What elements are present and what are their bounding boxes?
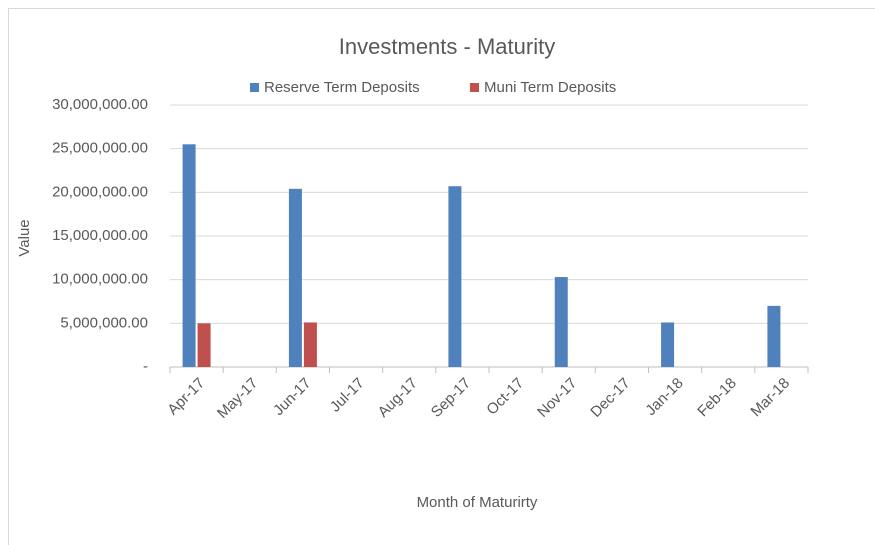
- bar: [197, 323, 211, 367]
- bar: [303, 322, 317, 367]
- bar: [661, 322, 675, 367]
- x-tick-label: Oct-17: [483, 375, 527, 419]
- x-tick-label: Feb-18: [694, 375, 740, 421]
- y-tick-label: 15,000,000.00: [52, 227, 148, 244]
- x-tick-label: Mar-18: [747, 375, 793, 421]
- x-tick-label: Jan-18: [642, 375, 686, 419]
- y-tick-label: 5,000,000.00: [60, 314, 148, 331]
- x-tick-label: May-17: [214, 375, 261, 422]
- bar: [448, 186, 462, 367]
- bar: [554, 277, 568, 367]
- bar: [767, 305, 781, 367]
- x-tick-label: Dec-17: [587, 375, 633, 421]
- x-tick-label: Jun-17: [270, 375, 314, 419]
- y-tick-label: 30,000,000.00: [52, 96, 148, 113]
- x-tick-label: Nov-17: [534, 375, 580, 421]
- x-tick-label: Jul-17: [327, 375, 368, 416]
- bar: [288, 188, 302, 367]
- y-tick-label: 20,000,000.00: [52, 183, 148, 200]
- y-tick-label: 10,000,000.00: [52, 271, 148, 288]
- legend-label: Muni Term Deposits: [484, 79, 616, 96]
- y-axis-title: Value: [16, 219, 33, 256]
- x-tick-label: Sep-17: [428, 375, 474, 421]
- chart-border: [8, 8, 875, 545]
- x-tick-label: Aug-17: [375, 375, 421, 421]
- x-axis-title: Month of Maturirty: [417, 494, 538, 511]
- legend-swatch: [250, 83, 259, 92]
- y-tick-label: 25,000,000.00: [52, 140, 148, 157]
- y-tick-label: -: [143, 358, 148, 375]
- chart-title: Investments - Maturity: [339, 34, 555, 59]
- x-tick-label: Apr-17: [164, 375, 208, 419]
- legend-label: Reserve Term Deposits: [264, 79, 420, 96]
- legend-swatch: [470, 83, 479, 92]
- bar: [182, 144, 196, 367]
